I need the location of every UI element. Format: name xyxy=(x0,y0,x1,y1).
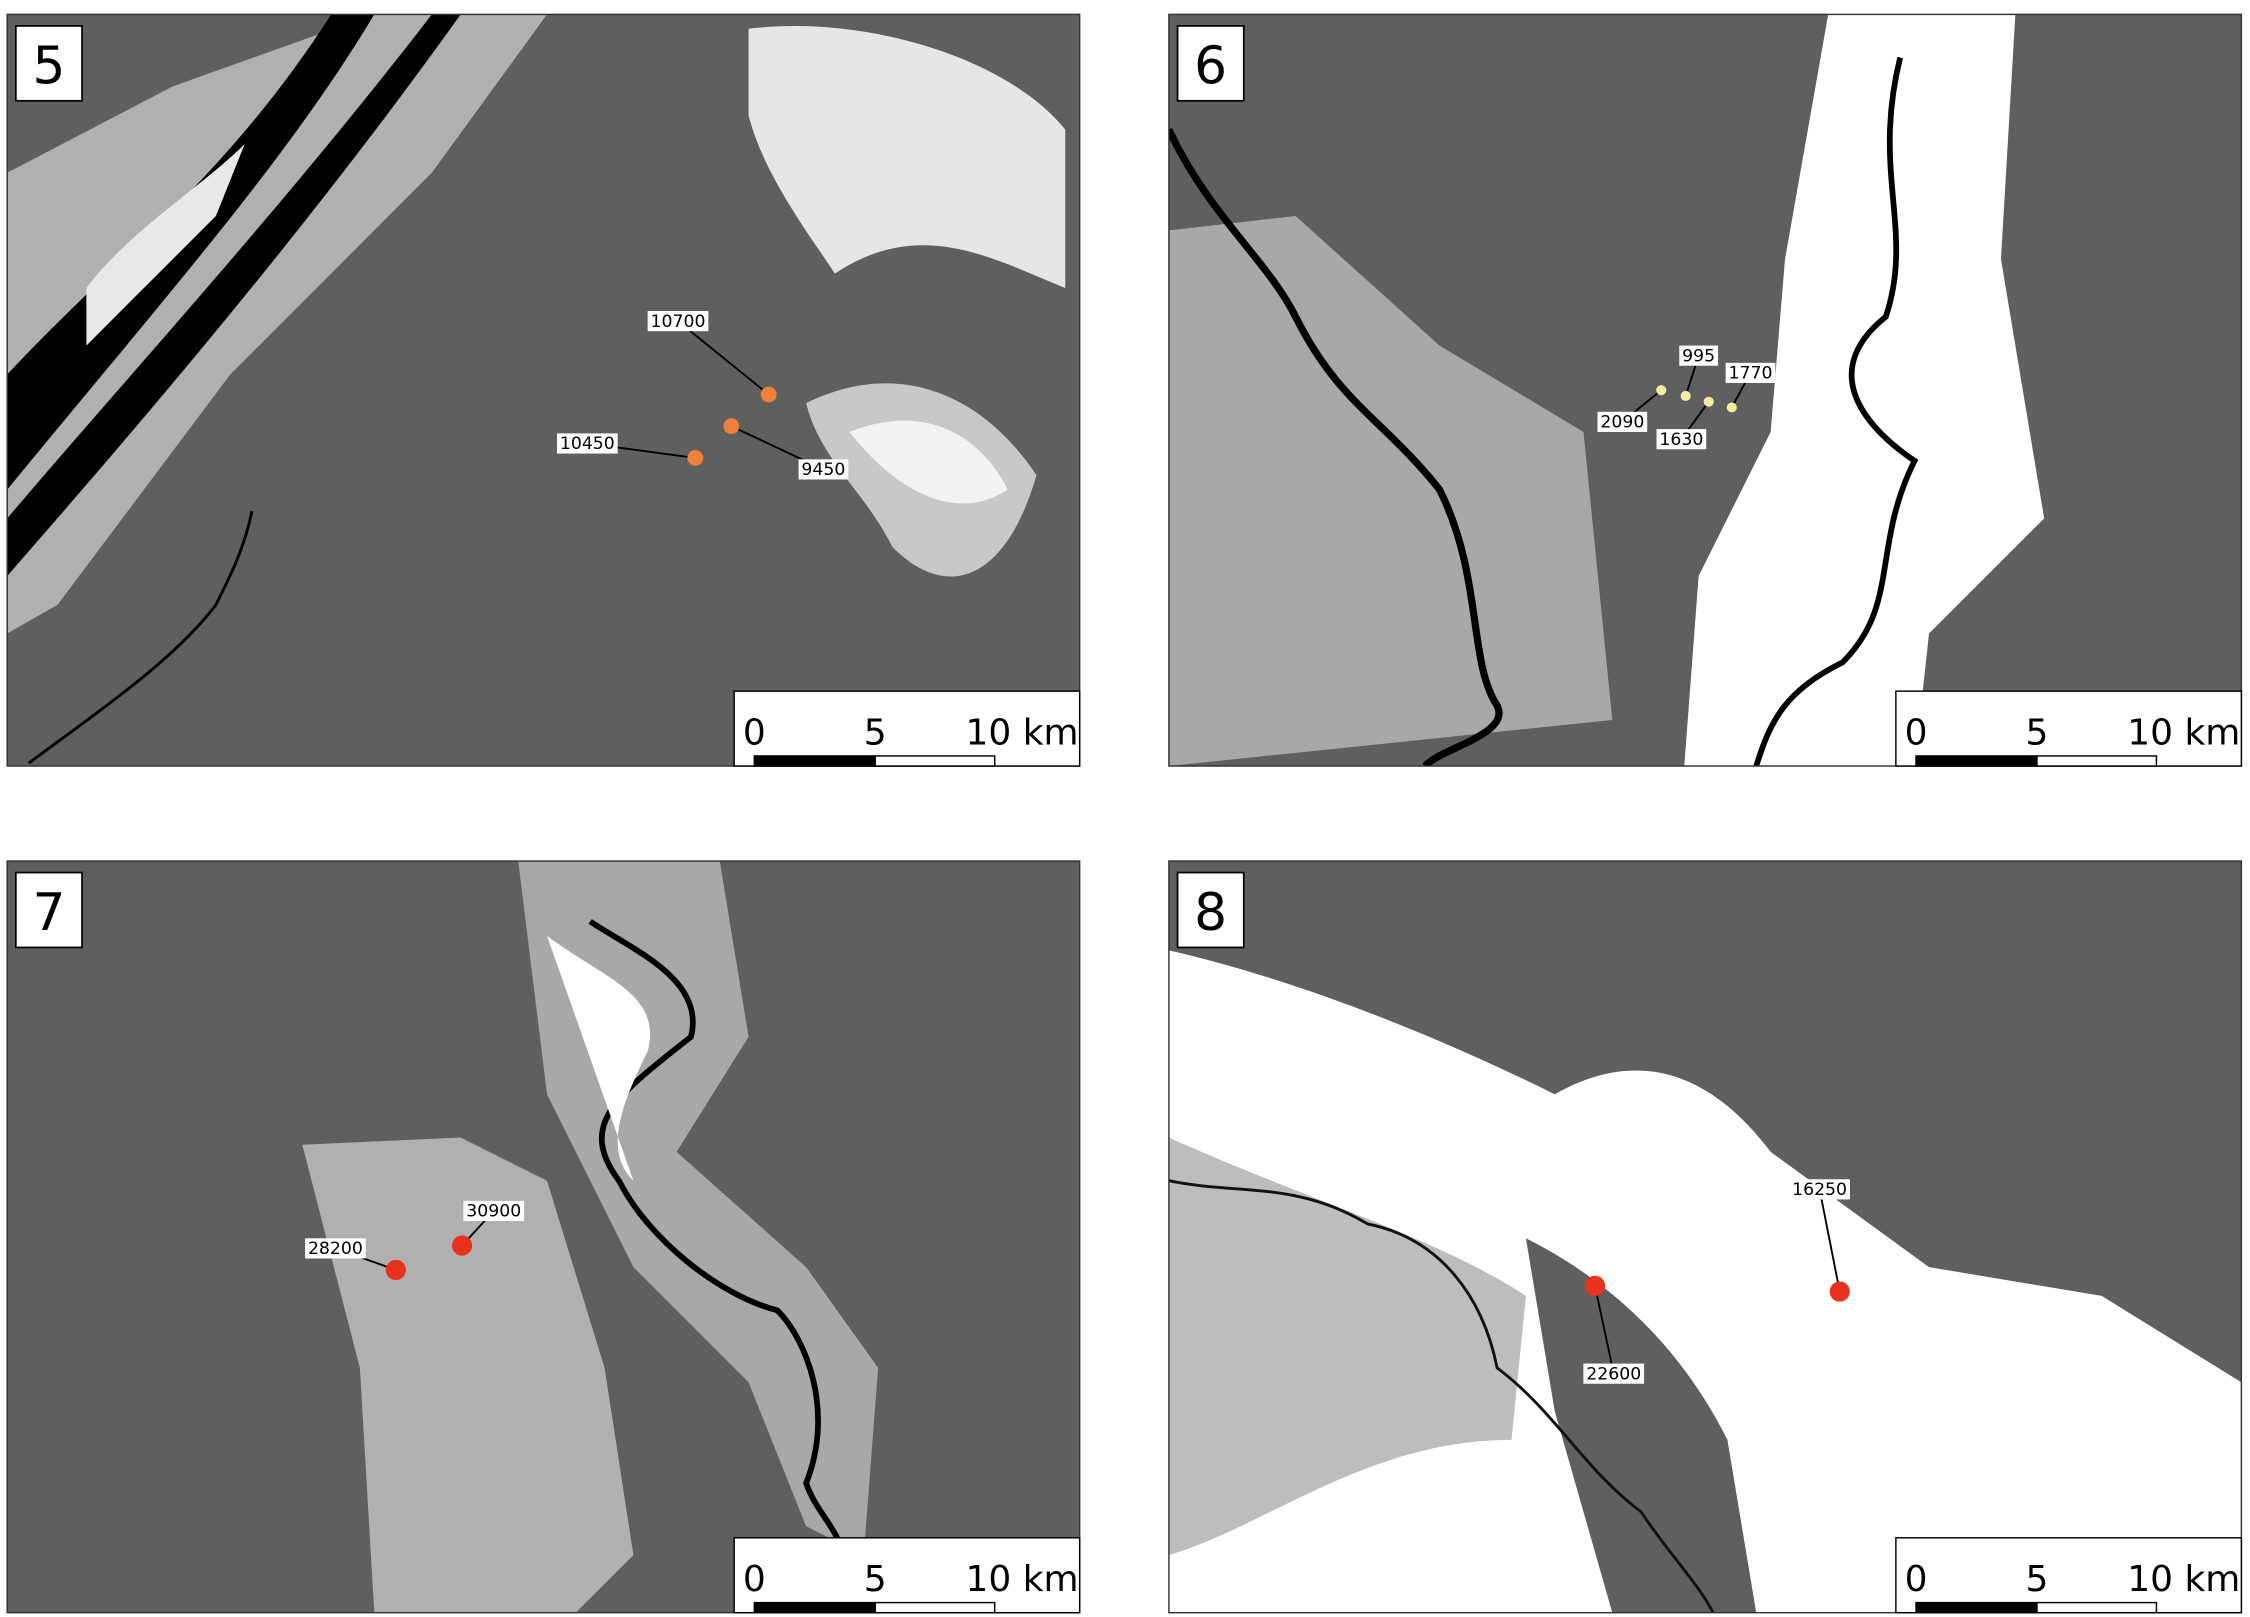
site-marker xyxy=(452,1235,473,1256)
site-label-bg xyxy=(1679,345,1719,366)
panel-number: 7 xyxy=(32,883,65,943)
site-label: 10700 xyxy=(651,312,706,332)
scale-bar-white xyxy=(874,755,996,767)
leader-line xyxy=(677,320,770,396)
scale-label: 10 km xyxy=(966,1559,1079,1600)
panel-number-box xyxy=(14,25,83,102)
site-label-bg xyxy=(1656,429,1707,450)
site-marker xyxy=(1680,390,1691,402)
site-marker xyxy=(385,1259,406,1281)
site-label: 30900 xyxy=(466,1202,521,1222)
scale-box xyxy=(733,1537,1081,1614)
site-label: 10450 xyxy=(560,434,615,454)
site-marker xyxy=(760,386,777,403)
site-label-bg xyxy=(1725,362,1776,384)
overlay: 5 10700 9450 10450 0 5 10 km 6 995 2090 1630 1770 0 5… xyxy=(6,13,2243,1614)
site-label: 9450 xyxy=(801,460,845,480)
scale-label: 5 xyxy=(864,712,887,753)
scale-label: 0 xyxy=(1905,712,1928,753)
scale-box xyxy=(1895,690,2243,767)
site-marker xyxy=(687,449,704,466)
site-label-bg xyxy=(1789,1179,1850,1200)
site-label: 28200 xyxy=(308,1239,363,1259)
site-marker xyxy=(1584,1275,1606,1296)
panel-number-box xyxy=(14,871,83,949)
site-marker xyxy=(1829,1281,1850,1302)
scale-bar-white xyxy=(874,1601,996,1614)
panel-frame xyxy=(6,13,1081,767)
site-label: 995 xyxy=(1682,346,1715,366)
site-label-bg xyxy=(556,433,618,454)
site-label: 1770 xyxy=(1729,364,1773,384)
site-label: 1630 xyxy=(1659,430,1703,450)
site-marker xyxy=(1703,396,1714,407)
scale-label: 5 xyxy=(2025,712,2048,753)
site-marker xyxy=(723,418,740,435)
site-marker xyxy=(1726,402,1737,413)
panel-frame xyxy=(1168,860,2243,1614)
scale-box xyxy=(733,690,1081,767)
panel-frame xyxy=(1168,13,2243,767)
site-marker xyxy=(1656,385,1667,396)
panel-frame xyxy=(6,860,1081,1614)
scale-label: 0 xyxy=(1905,1559,1928,1600)
panel-number: 6 xyxy=(1194,37,1227,97)
panel-number-box xyxy=(1176,871,1245,949)
site-label-bg xyxy=(305,1238,366,1259)
map-terrain xyxy=(7,861,1080,1613)
scale-bar-black xyxy=(753,755,876,767)
scale-bar-white xyxy=(2036,1601,2158,1614)
site-label-bg xyxy=(798,459,849,480)
scale-bar-black xyxy=(1915,755,2038,767)
site-label: 22600 xyxy=(1586,1364,1641,1384)
scale-bar-black xyxy=(753,1601,876,1614)
scale-label: 5 xyxy=(864,1559,887,1600)
scale-label: 10 km xyxy=(966,712,1079,753)
scale-label: 5 xyxy=(2025,1559,2048,1600)
panel-number-box xyxy=(1176,25,1245,102)
leader-line xyxy=(1594,1285,1615,1374)
scale-box xyxy=(1895,1537,2243,1614)
scale-label: 10 km xyxy=(2127,1559,2240,1600)
map-terrain xyxy=(7,14,1080,767)
site-label-bg xyxy=(463,1200,525,1222)
site-label: 16250 xyxy=(1792,1180,1847,1200)
leader-line xyxy=(1818,1189,1841,1292)
scale-label: 0 xyxy=(743,712,766,753)
map-terrain xyxy=(1168,14,2242,767)
panel-number: 8 xyxy=(1194,883,1227,943)
map-terrain xyxy=(1168,861,2242,1613)
scale-label: 10 km xyxy=(2127,712,2240,753)
site-label: 2090 xyxy=(1600,413,1644,433)
site-label-bg xyxy=(1583,1363,1645,1384)
site-label-bg xyxy=(1597,411,1648,432)
panel-number: 5 xyxy=(32,37,65,97)
scale-label: 0 xyxy=(743,1559,766,1600)
scale-bar-white xyxy=(2036,755,2158,767)
site-label-bg xyxy=(647,311,709,332)
scale-bar-black xyxy=(1915,1601,2038,1614)
